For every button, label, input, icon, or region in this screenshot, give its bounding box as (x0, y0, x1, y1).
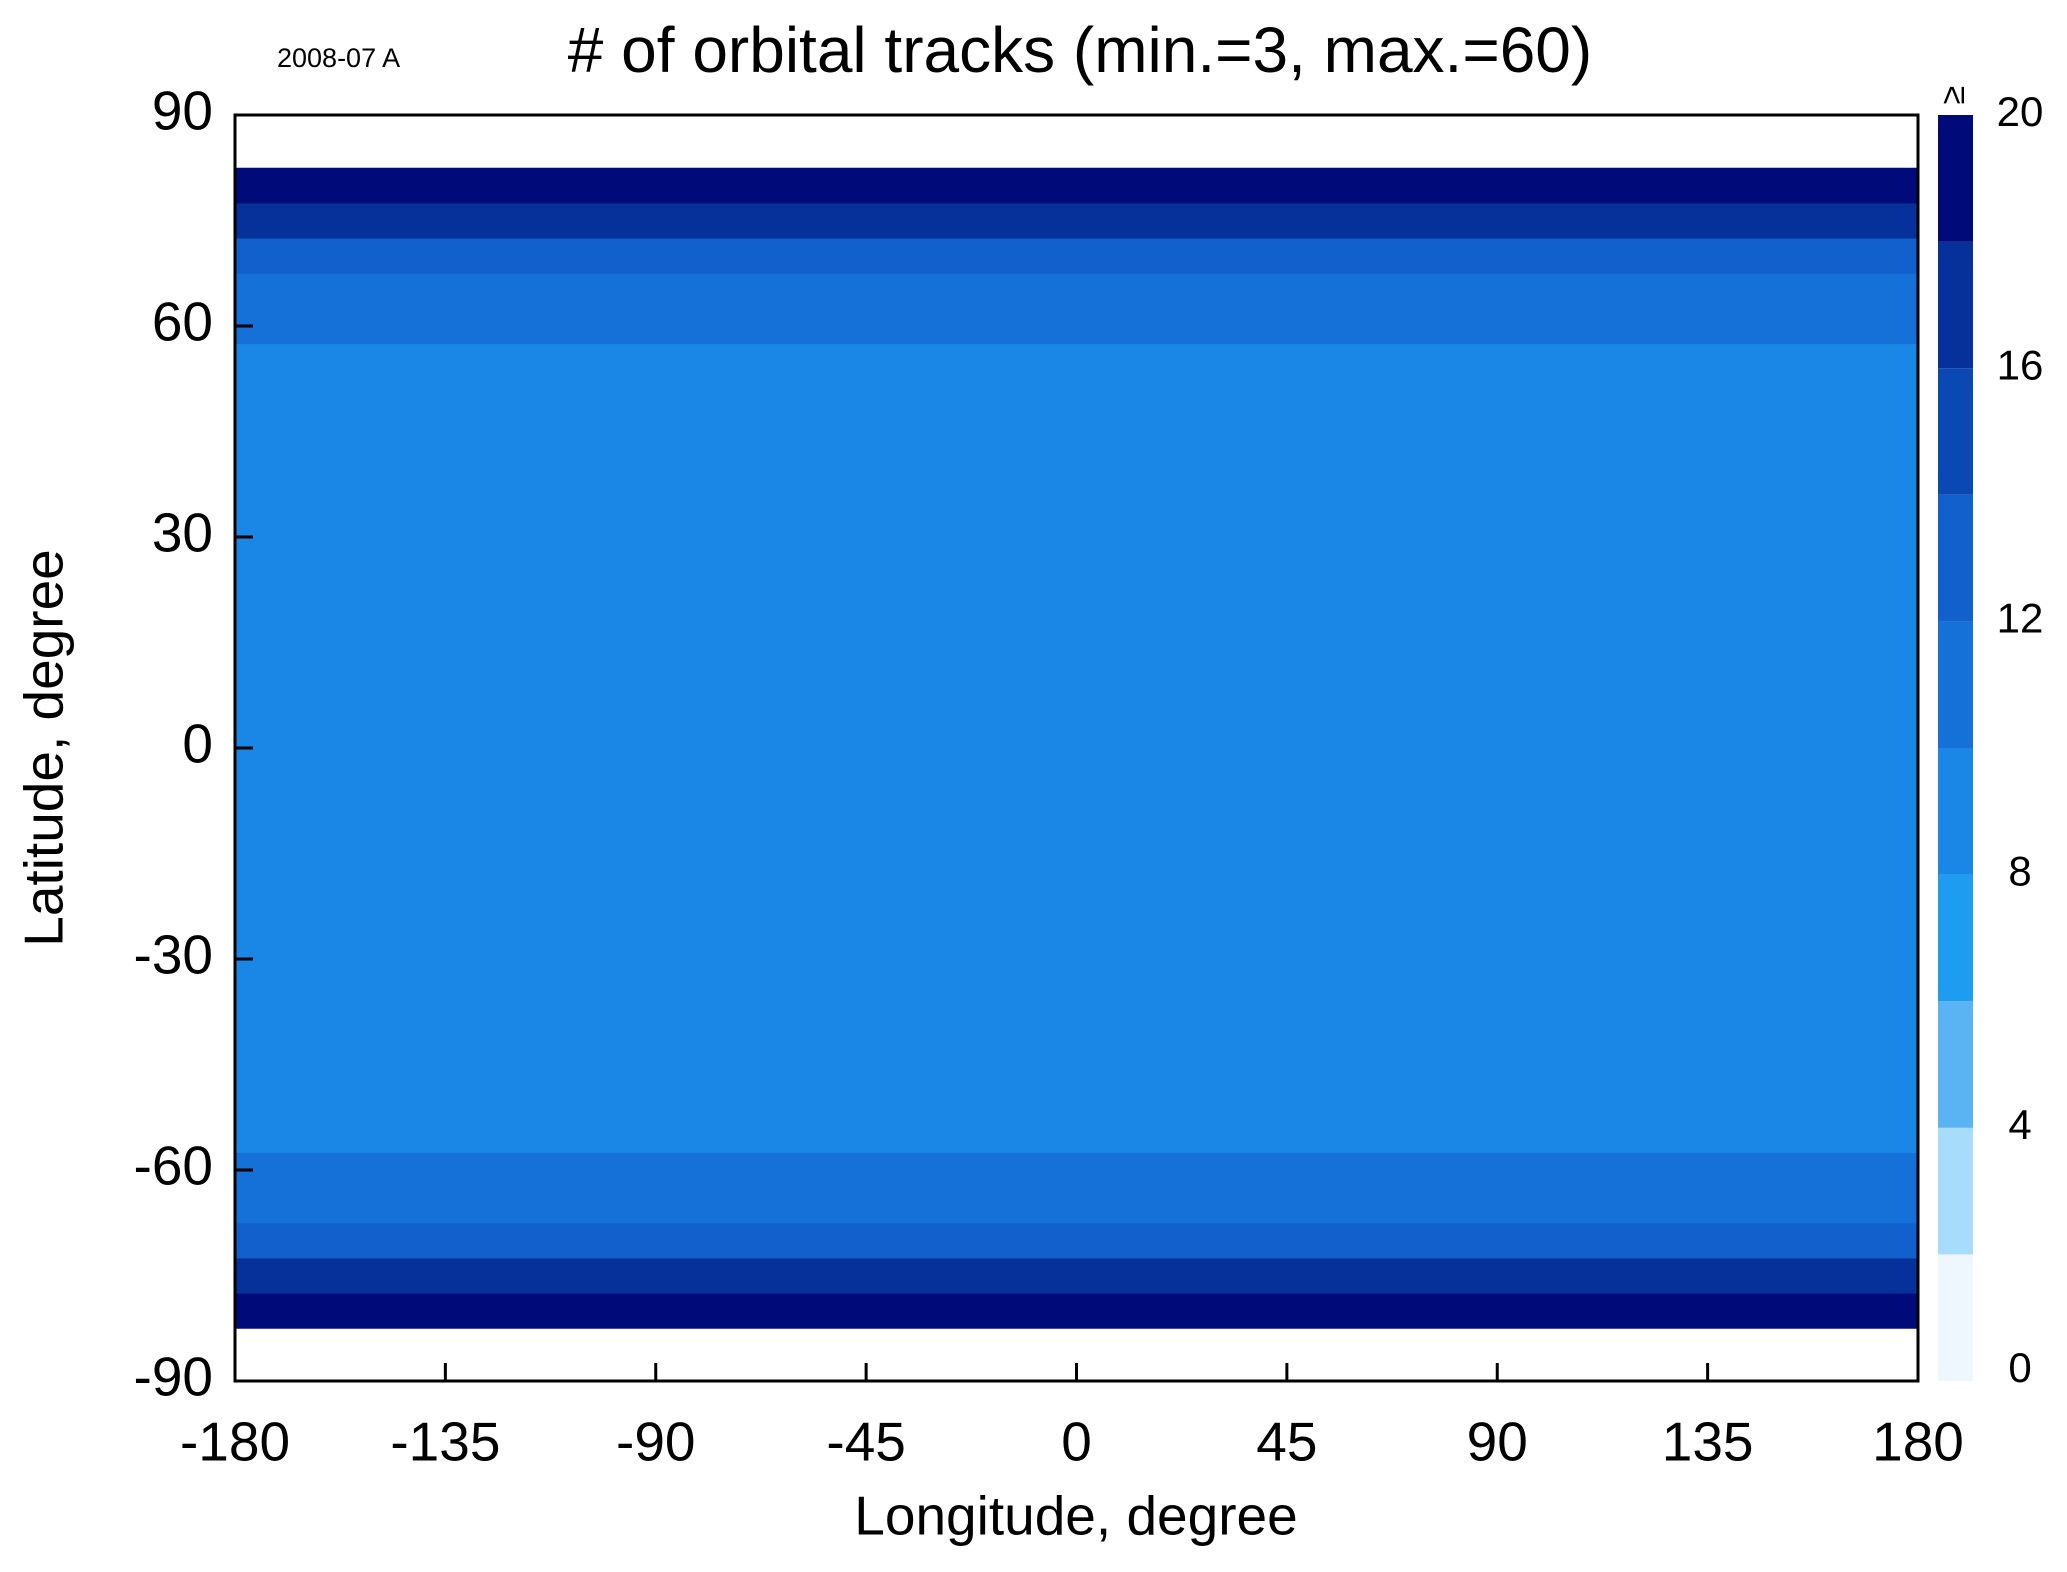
heat-cell (235, 1293, 1918, 1329)
heat-cell (235, 519, 1918, 556)
colorbar-swatch (1938, 1127, 1973, 1255)
heat-cell (235, 167, 1918, 204)
heat-cell (235, 695, 1918, 731)
x-tick-label: 135 (1662, 1411, 1754, 1473)
heat-cell (235, 800, 1918, 837)
colorbar-swatch (1938, 368, 1973, 495)
x-tick-label: -135 (390, 1411, 500, 1473)
heat-cell (235, 1152, 1918, 1189)
x-tick-label: -90 (616, 1411, 696, 1473)
heat-cell (235, 660, 1918, 696)
heat-cell (235, 378, 1918, 415)
y-axis-label: Latitude, degree (13, 549, 75, 947)
colorbar-swatch (1938, 748, 1973, 875)
heat-cell (235, 589, 1918, 626)
x-tick-label: 180 (1872, 1411, 1964, 1473)
colorbar-tick-label: 8 (2008, 848, 2031, 895)
y-tick-label: 0 (182, 713, 213, 775)
x-tick-label: -180 (180, 1411, 290, 1473)
heat-cell (235, 273, 1918, 309)
colorbar-tick-label: 4 (2008, 1101, 2031, 1148)
colorbar-swatch (1938, 621, 1973, 748)
heat-cell (235, 906, 1918, 942)
colorbar-tick-label: 12 (1997, 594, 2044, 641)
colorbar-swatch (1938, 494, 1973, 622)
heat-cell (235, 976, 1918, 1013)
heat-cell (235, 1011, 1918, 1048)
heat-cell (235, 343, 1918, 380)
heat-cell (235, 449, 1918, 485)
heat-cell (235, 1117, 1918, 1153)
heat-cell (235, 413, 1918, 450)
colorbar-swatch (1938, 1254, 1973, 1381)
heat-cell (235, 1187, 1918, 1224)
colorbar-swatch (1938, 1001, 1973, 1128)
heat-cell (235, 624, 1918, 661)
heat-cell (235, 202, 1918, 239)
x-tick-label: 90 (1467, 1411, 1528, 1473)
heat-cell (235, 308, 1918, 345)
y-tick-label: 90 (152, 80, 213, 142)
colorbar-swatch (1938, 874, 1973, 1002)
y-tick-label: -30 (134, 924, 214, 986)
colorbar-top-label: ≥ (1934, 86, 1972, 105)
heat-cell (235, 941, 1918, 978)
heat-cell (235, 1082, 1918, 1118)
heat-cell (235, 238, 1918, 274)
y-tick-label: 30 (152, 502, 213, 564)
heat-cell (235, 1046, 1918, 1083)
heat-cell (235, 835, 1918, 872)
heat-cell (235, 554, 1918, 591)
colorbar-tick-label: 0 (2008, 1344, 2031, 1391)
heat-cell (235, 730, 1918, 767)
colorbar-tick-label: 16 (1997, 341, 2044, 388)
heat-cell (235, 484, 1918, 520)
chart-subtitle: 2008-07 A (277, 43, 400, 73)
x-tick-label: -45 (826, 1411, 906, 1473)
x-tick-label: 0 (1061, 1411, 1092, 1473)
y-tick-label: -90 (134, 1346, 214, 1408)
heat-cell (235, 765, 1918, 802)
heat-cell (235, 871, 1918, 907)
x-tick-label: 45 (1256, 1411, 1317, 1473)
x-axis-label: Longitude, degree (854, 1485, 1297, 1547)
colorbar-swatch (1938, 241, 1973, 369)
colorbar-swatch (1938, 115, 1973, 242)
heat-cell (235, 1257, 1918, 1294)
y-tick-label: 60 (152, 291, 213, 353)
colorbar-tick-label: 20 (1997, 88, 2044, 135)
y-tick-label: -60 (134, 1135, 214, 1197)
heat-cell (235, 1222, 1918, 1259)
chart-title: # of orbital tracks (min.=3, max.=60) (568, 14, 1592, 86)
